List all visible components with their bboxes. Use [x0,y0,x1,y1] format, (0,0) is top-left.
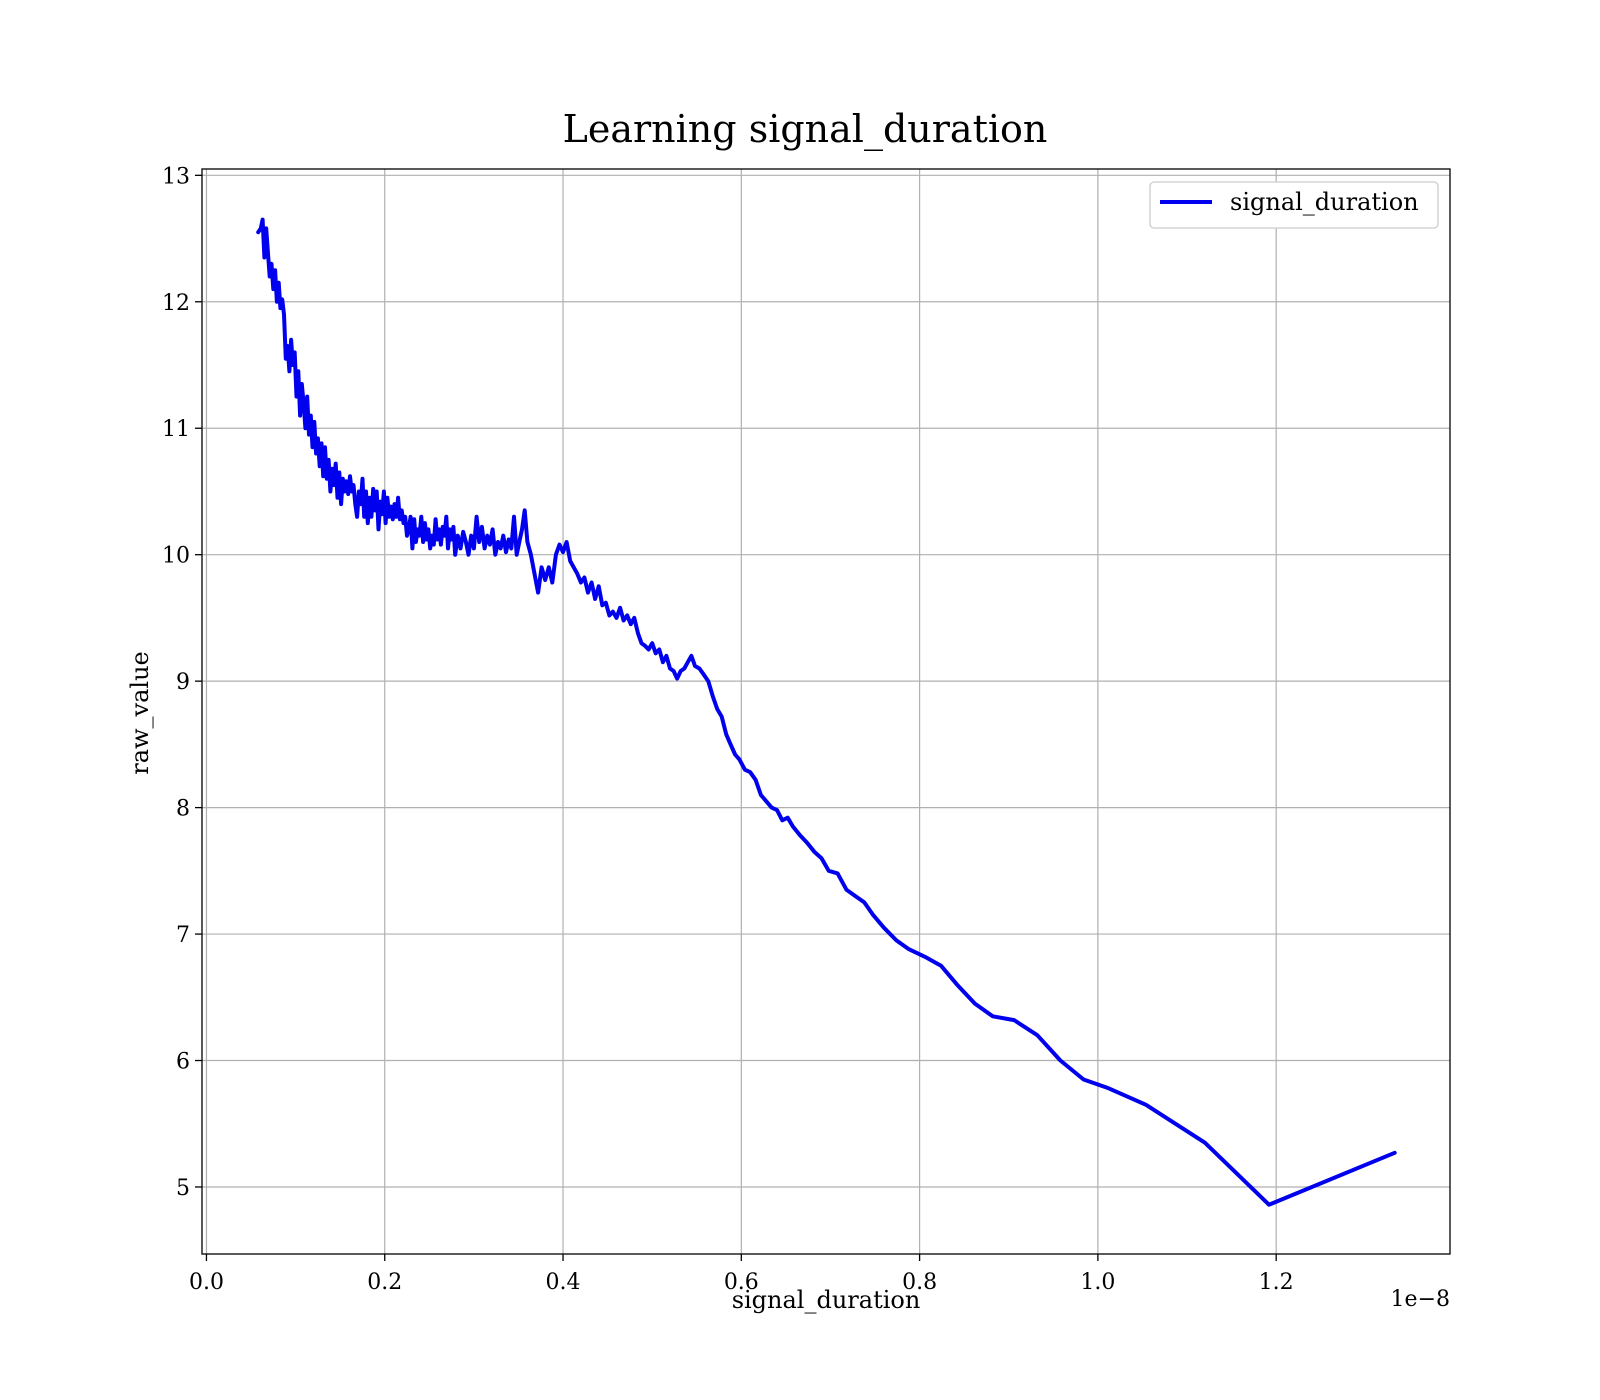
y-tick-label: 8 [176,797,190,822]
y-axis-label: raw_value [126,651,154,775]
x-tick-label: 0.2 [367,1270,402,1295]
y-tick-label: 5 [176,1176,190,1201]
grid [202,169,1450,1254]
chart-title: Learning signal_duration [563,107,1048,152]
x-tick-label: 0.8 [902,1270,937,1295]
plot-frame [201,168,1451,1255]
y-tick-label: 13 [162,164,190,189]
axis-ticks: 0.0 0.2 0.4 0.6 0.8 1.0 1.2 5 6 7 8 9 10 11 12 13 [162,164,1294,1295]
x-tick-label: 0.4 [546,1270,581,1295]
x-tick-label: 0.6 [724,1270,759,1295]
series-layer [256,217,1397,1207]
y-tick-label: 10 [162,544,190,569]
legend: signal_duration [1149,181,1439,229]
y-tick-label: 9 [176,670,190,695]
x-axis-label: signal_duration [732,1286,921,1314]
x-tick-label: 0.0 [189,1270,224,1295]
y-tick-label: 6 [176,1050,190,1075]
x-tick-label: 1.0 [1080,1270,1115,1295]
legend-box [1149,181,1439,229]
x-tick-label: 1.2 [1259,1270,1294,1295]
legend-label-signal-duration: signal_duration [1230,188,1419,216]
y-tick-label: 12 [162,291,190,316]
x-axis-offset-label: 1e−8 [1391,1287,1450,1312]
y-tick-label: 11 [162,417,190,442]
y-tick-label: 7 [176,923,190,948]
series-line-signal-duration [256,217,1397,1207]
